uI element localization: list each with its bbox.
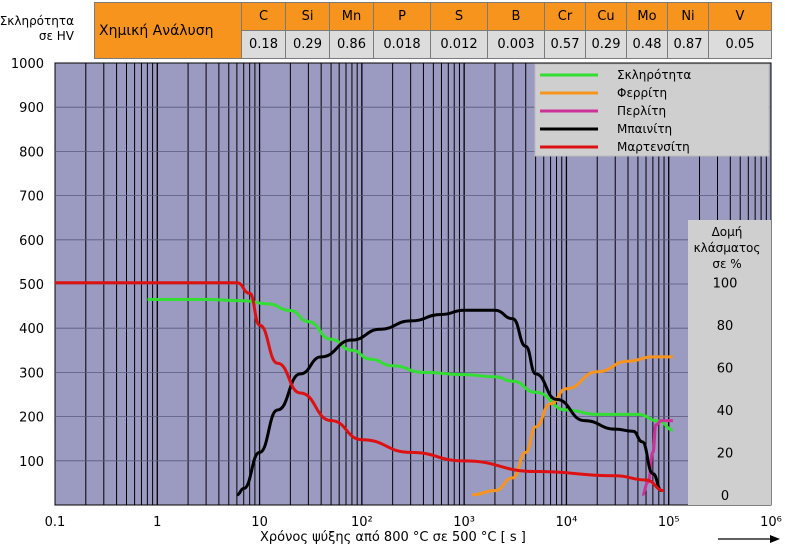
y2-tick-label: 100: [713, 277, 738, 292]
chemical-analysis-table: Χημική Ανάλυση C Si Mn P S B Cr Cu Mo Ni…: [94, 2, 772, 59]
right-axis-title: σε %: [712, 257, 741, 271]
y-tick-label: 200: [19, 411, 44, 426]
y-tick-label: 1000: [11, 57, 44, 72]
x-tick-label: 10³: [453, 515, 475, 530]
series-line-Μαρτενσίτη: [55, 281, 665, 493]
y-tick-label: 900: [19, 101, 44, 116]
element-header: Ni: [667, 2, 709, 31]
right-axis-title: Δομή: [712, 225, 743, 239]
element-header: C: [241, 2, 286, 31]
element-value: 0.87: [667, 30, 709, 59]
legend-label: Περλίτη: [617, 104, 666, 118]
element-value: 0.48: [626, 30, 668, 59]
legend-label: Σκληρότητα: [617, 68, 691, 82]
y-tick-label: 500: [19, 278, 44, 293]
x-tick-label: 10⁴: [556, 515, 578, 530]
y-axis-title: Σκληρότητα σε HV: [0, 14, 74, 43]
series-line-Μπαινίτη: [236, 308, 663, 497]
x-tick-label: 0.1: [45, 515, 66, 530]
element-value: 0.29: [585, 30, 627, 59]
element-header: B: [487, 2, 545, 31]
series-line-Περλίτη: [641, 419, 673, 497]
y2-tick-label: 60: [717, 362, 734, 377]
element-header: S: [430, 2, 488, 31]
y-tick-label: 100: [19, 455, 44, 470]
series-line-Σκληρότητα: [147, 298, 674, 432]
element-value: 0.18: [241, 30, 286, 59]
x-tick-label: 10²: [351, 515, 373, 530]
right-axis-panel: [688, 220, 771, 505]
x-tick-label: 1: [153, 515, 161, 530]
y-tick-label: 700: [19, 190, 44, 205]
y2-tick-label: 20: [717, 446, 734, 461]
legend-label: Φερρίτη: [617, 86, 667, 100]
element-value: 0.05: [708, 30, 772, 59]
legend-label: Μπαινίτη: [617, 122, 672, 136]
y2-tick-label: 40: [717, 404, 734, 419]
y2-tick-label: 80: [717, 319, 734, 334]
legend-label: Μαρτενσίτη: [617, 140, 690, 154]
element-value: 0.012: [430, 30, 488, 59]
x-tick-label: 10⁶: [760, 515, 782, 530]
y-tick-label: 600: [19, 234, 44, 249]
x-tick-label: 10⁵: [658, 515, 680, 530]
element-header: V: [708, 2, 772, 31]
chemical-analysis-title: Χημική Ανάλυση: [94, 2, 242, 59]
element-header: Si: [285, 2, 330, 31]
series-line-Φερρίτη: [472, 355, 673, 497]
element-header: Mn: [329, 2, 374, 31]
y-tick-label: 300: [19, 366, 44, 381]
element-value: 0.29: [285, 30, 330, 59]
y2-tick-label: 0: [721, 489, 729, 504]
element-value: 0.57: [544, 30, 586, 59]
element-header: P: [373, 2, 431, 31]
right-axis-title: κλάσματος: [694, 241, 761, 255]
x-axis-title: Χρόνος ψύξης από 800 °C σε 500 °C [ s ]: [260, 530, 526, 545]
element-value: 0.003: [487, 30, 545, 59]
x-axis-arrow-icon: [770, 535, 780, 543]
x-tick-label: 10: [251, 515, 268, 530]
element-header: Mo: [626, 2, 668, 31]
element-value: 0.86: [329, 30, 374, 59]
element-header: Cr: [544, 2, 586, 31]
y-tick-label: 400: [19, 322, 44, 337]
y-tick-label: 800: [19, 145, 44, 160]
